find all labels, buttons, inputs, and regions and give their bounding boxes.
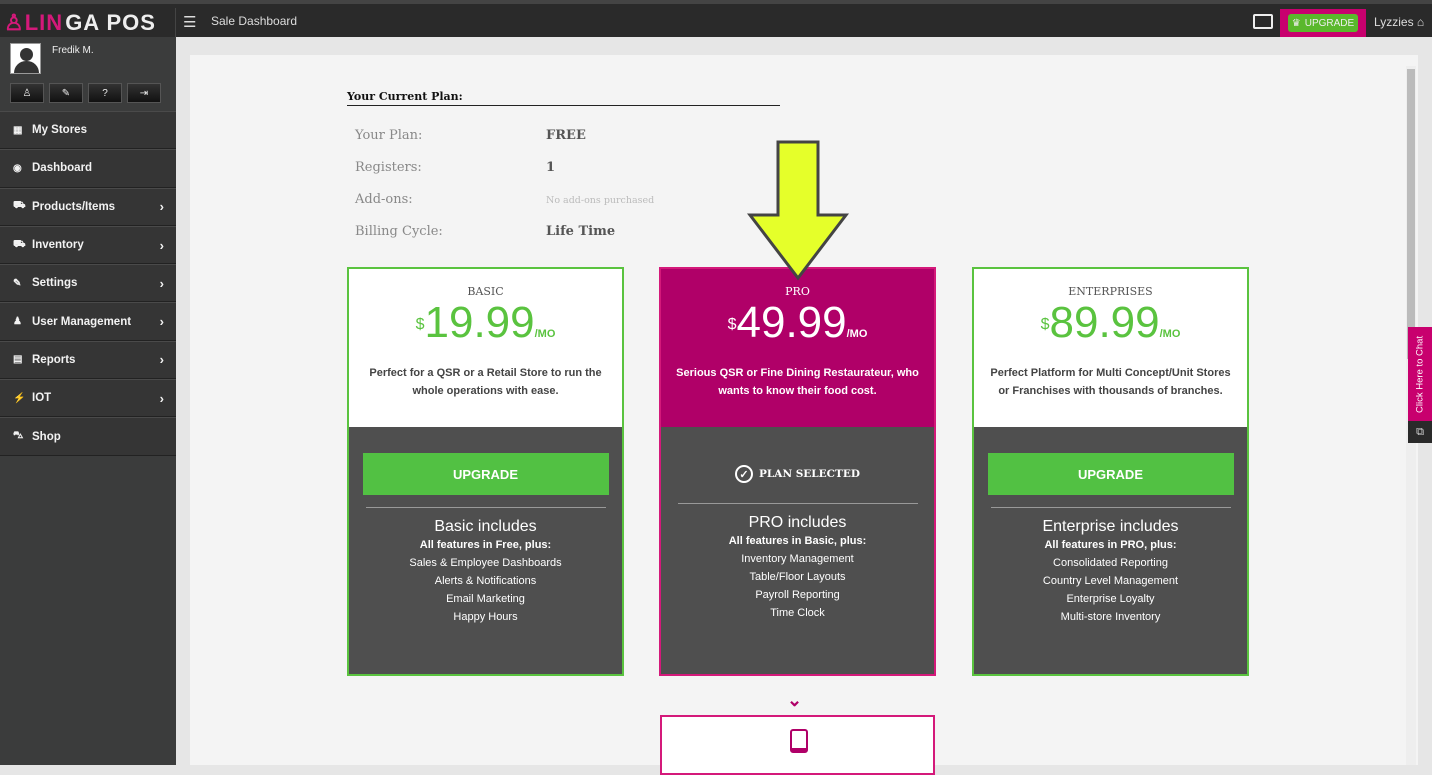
- feature-item: All features in Free, plus:: [419, 539, 552, 551]
- feature-item: Inventory Management: [741, 553, 854, 565]
- users-icon: ♟: [13, 316, 22, 328]
- feature-item: Email Marketing: [446, 593, 525, 605]
- feature-item: All features in PRO, plus:: [1044, 539, 1177, 551]
- chat-icon[interactable]: ⧉: [1408, 421, 1432, 443]
- logo[interactable]: ♙ LIN GA POS: [4, 8, 176, 38]
- feature-item: Happy Hours: [453, 611, 518, 623]
- sidebar-item-user-management[interactable]: ♟ User Management ›: [0, 302, 176, 341]
- top-bar: ♙ LIN GA POS ☰ Sale Dashboard ♛ UPGRADE Lyz…: [0, 0, 1432, 38]
- plan-card-basic: BASIC $19.99/MO Perfect for a QSR or a R…: [347, 267, 624, 676]
- hamburger-menu-icon[interactable]: ☰: [183, 14, 197, 31]
- chevron-right-icon: ›: [159, 275, 164, 291]
- avatar: [10, 43, 41, 74]
- addon-card[interactable]: [660, 715, 935, 775]
- sidebar-item-iot[interactable]: ⚡ IOT ›: [0, 379, 176, 418]
- feature-item: Country Level Management: [1042, 575, 1179, 587]
- feature-item: Multi-store Inventory: [1060, 611, 1161, 623]
- sidebar-item-reports[interactable]: ▤ Reports ›: [0, 340, 176, 380]
- report-icon: ▤: [13, 354, 23, 366]
- plan-row: Registers: 1: [355, 160, 556, 175]
- chevron-right-icon: ›: [159, 390, 164, 406]
- profile-icon[interactable]: ♙: [10, 83, 44, 103]
- basket-icon: ⛟: [13, 238, 26, 250]
- user-name: Fredik M.: [52, 45, 94, 56]
- sidebar-item-shop[interactable]: ⛍ Shop: [0, 417, 176, 456]
- chat-tab[interactable]: Click Here to Chat: [1408, 327, 1432, 421]
- logo-icon: ♙: [4, 10, 25, 35]
- sidebar-item-dashboard[interactable]: ◉ Dashboard: [0, 149, 176, 188]
- feature-item: Sales & Employee Dashboards: [409, 557, 562, 569]
- wrench-icon: ✎: [13, 277, 22, 289]
- chevron-right-icon: ›: [159, 237, 164, 253]
- current-plan-title: Your Current Plan:: [347, 90, 780, 106]
- plan-selected-status: ✓ PLAN SELECTED: [661, 457, 934, 491]
- sidebar-item-settings[interactable]: ✎ Settings ›: [0, 264, 176, 303]
- page-title: Sale Dashboard: [211, 14, 298, 28]
- home-icon: ⌂: [1416, 15, 1425, 29]
- feature-item: Table/Floor Layouts: [749, 571, 846, 583]
- dashboard-icon: ◉: [13, 162, 22, 174]
- feature-item: Enterprise Loyalty: [1066, 593, 1155, 605]
- feature-item: Payroll Reporting: [755, 589, 840, 601]
- plan-price: $89.99/MO: [1040, 298, 1181, 347]
- plan-card-pro: PRO $49.99/MO Serious QSR or Fine Dining…: [659, 267, 936, 676]
- check-circle-icon: ✓: [735, 465, 754, 483]
- cart-icon: ⛍: [13, 430, 24, 442]
- tablet-icon: [790, 729, 808, 753]
- upgrade-plan-button[interactable]: UPGRADE: [362, 453, 609, 495]
- help-icon[interactable]: ?: [88, 83, 122, 103]
- basket-icon: ⛟: [13, 200, 26, 212]
- feature-item: All features in Basic, plus:: [728, 535, 867, 547]
- chevron-right-icon: ›: [159, 199, 164, 215]
- upgrade-button[interactable]: ♛ UPGRADE: [1280, 9, 1366, 37]
- logout-icon[interactable]: ⇥: [127, 83, 161, 103]
- plan-price: $19.99/MO: [415, 298, 556, 347]
- arrow-pointer-icon: [746, 140, 850, 281]
- feature-item: Consolidated Reporting: [1053, 557, 1168, 569]
- iot-icon: ⚡: [13, 392, 26, 404]
- chevron-right-icon: ›: [159, 352, 164, 368]
- chevron-down-icon[interactable]: ⌄: [787, 690, 803, 710]
- sidebar-item-inventory[interactable]: ⛟ Inventory ›: [0, 225, 176, 265]
- crown-icon: ♛: [1291, 17, 1301, 29]
- feature-item: Time Clock: [770, 607, 825, 619]
- plan-price: $49.99/MO: [727, 298, 868, 347]
- sidebar-item-products-items[interactable]: ⛟ Products/Items ›: [0, 187, 176, 226]
- screen-icon[interactable]: [1253, 14, 1273, 29]
- plan-row: Your Plan: FREE: [355, 128, 586, 143]
- tools-icon[interactable]: ✎: [49, 83, 83, 103]
- store-menu[interactable]: Lyzzies ⌂: [1374, 15, 1425, 29]
- sidebar: Fredik M. ♙ ✎ ? ⇥ ▦ My Stores ◉ Dashboard ⛟ P…: [0, 37, 176, 765]
- upgrade-plan-button[interactable]: UPGRADE: [987, 453, 1234, 495]
- chevron-right-icon: ›: [159, 314, 164, 330]
- sidebar-item-my-stores[interactable]: ▦ My Stores: [0, 111, 176, 150]
- plan-card-enterprises: ENTERPRISES $89.99/MO Perfect Platform f…: [972, 267, 1249, 676]
- plan-row: Billing Cycle: Life Time: [355, 224, 616, 239]
- store-icon: ▦: [13, 124, 23, 136]
- plan-row: Add-ons: No add-ons purchased: [355, 192, 655, 207]
- feature-item: Alerts & Notifications: [434, 575, 537, 587]
